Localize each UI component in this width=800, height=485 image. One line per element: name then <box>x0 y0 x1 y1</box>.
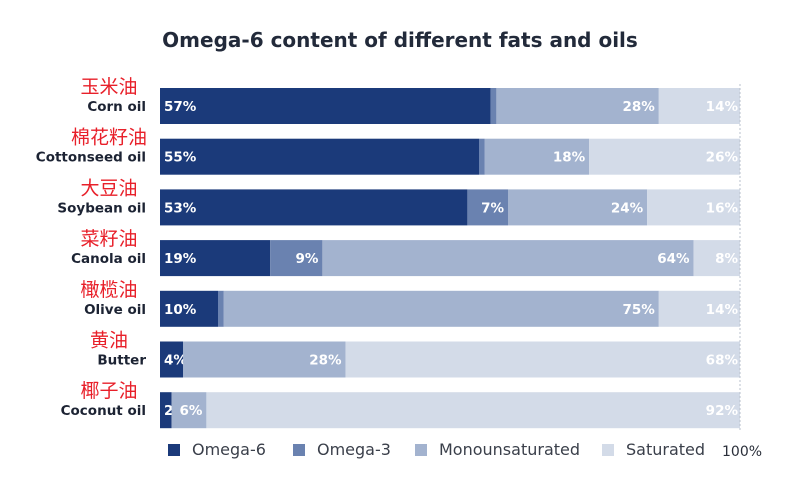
bars-layer: 57%1%28%14%55%1%18%26%53%7%24%16%19%9%64… <box>160 88 740 429</box>
category-label-cn-coconut-oil: 椰子油 <box>80 380 137 402</box>
bar-soybean-oil-monounsaturated <box>508 189 648 226</box>
category-label-cn-olive-oil: 橄榄油 <box>80 279 137 301</box>
bar-coconut-oil-saturated <box>206 392 740 429</box>
bar-olive-oil-omega6 <box>160 290 218 327</box>
bar-label-olive-oil-omega6: 10% <box>164 302 197 318</box>
bar-cottonseed-oil-saturated <box>589 138 740 175</box>
bar-label-olive-oil-saturated: 14% <box>706 302 739 318</box>
category-label-cottonseed-oil: Cottonseed oil <box>36 150 146 166</box>
chart-title: Omega-6 content of different fats and oi… <box>162 28 638 52</box>
bar-label-canola-oil-saturated: 8% <box>715 251 738 267</box>
bar-label-coconut-oil-monounsaturated: 6% <box>179 403 202 419</box>
bar-coconut-oil-omega6 <box>160 392 172 429</box>
bar-cottonseed-oil-omega6 <box>160 138 479 175</box>
bar-label-soybean-oil-omega3: 7% <box>481 200 504 216</box>
bar-soybean-oil-omega6 <box>160 189 468 226</box>
legend: Omega-6 Omega-3 Monounsaturated Saturate… <box>168 440 728 464</box>
bar-corn-oil-monounsaturated <box>496 88 659 124</box>
bar-butter-saturated <box>345 341 740 378</box>
bar-label-soybean-oil-monounsaturated: 24% <box>611 200 644 216</box>
category-label-cn-corn-oil: 玉米油 <box>80 76 137 98</box>
bar-corn-oil-omega6 <box>160 88 491 124</box>
bar-butter-omega6 <box>160 341 184 378</box>
bar-coconut-oil-monounsaturated <box>171 392 207 429</box>
bar-canola-oil-omega6 <box>160 240 271 277</box>
legend-label-monounsaturated: Monounsaturated <box>439 440 581 459</box>
bar-label-corn-oil-omega6: 57% <box>164 99 197 115</box>
bar-label-soybean-oil-omega6: 53% <box>164 200 197 216</box>
category-label-coconut-oil: Coconut oil <box>61 403 146 419</box>
legend-item-monounsaturated: Monounsaturated <box>415 440 580 459</box>
legend-item-omega6: Omega-6 <box>168 440 266 459</box>
bar-canola-oil-monounsaturated <box>322 240 694 277</box>
bar-label-olive-oil-monounsaturated: 75% <box>622 302 655 318</box>
legend-swatch-saturated <box>602 443 614 456</box>
legend-label-saturated: Saturated <box>626 440 706 459</box>
bar-olive-oil-saturated <box>658 290 740 327</box>
bar-label-soybean-oil-saturated: 16% <box>706 200 739 216</box>
bar-label-cottonseed-oil-omega6: 55% <box>164 150 197 166</box>
bar-label-canola-oil-omega3: 9% <box>295 251 318 267</box>
category-label-cn-canola-oil: 菜籽油 <box>80 228 137 250</box>
bar-label-canola-oil-monounsaturated: 64% <box>657 251 690 267</box>
axis-end-label: 100% <box>722 444 763 460</box>
bar-corn-oil-omega3 <box>490 88 497 124</box>
bar-butter-monounsaturated <box>183 341 346 378</box>
bar-label-butter-omega6: 4% <box>164 353 187 369</box>
bar-label-cottonseed-oil-monounsaturated: 18% <box>553 150 586 166</box>
bar-label-corn-oil-monounsaturated: 28% <box>622 99 655 115</box>
bar-label-butter-saturated: 68% <box>706 353 739 369</box>
bar-canola-oil-omega3 <box>270 240 323 277</box>
legend-swatch-omega3 <box>293 443 305 456</box>
legend-label-omega6: Omega-6 <box>192 440 266 459</box>
bar-label-cottonseed-oil-saturated: 26% <box>706 150 739 166</box>
bar-soybean-oil-omega3 <box>467 189 508 226</box>
bar-cottonseed-oil-monounsaturated <box>484 138 590 175</box>
bar-soybean-oil-saturated <box>647 189 740 226</box>
bar-label-butter-monounsaturated: 28% <box>309 353 342 369</box>
bar-cottonseed-oil-omega3 <box>479 138 485 175</box>
legend-label-omega3: Omega-3 <box>317 440 391 459</box>
category-label-cn-soybean-oil: 大豆油 <box>80 177 137 199</box>
category-label-soybean-oil: Soybean oil <box>57 200 146 216</box>
bar-label-canola-oil-omega6: 19% <box>164 251 197 267</box>
legend-item-omega3: Omega-3 <box>293 440 391 459</box>
bar-label-coconut-oil-saturated: 92% <box>706 403 739 419</box>
bar-corn-oil-saturated <box>658 88 740 124</box>
legend-item-saturated: Saturated <box>602 440 705 459</box>
category-label-butter: Butter <box>97 353 146 369</box>
category-label-canola-oil: Canola oil <box>71 251 146 267</box>
category-label-cn-cottonseed-oil: 棉花籽油 <box>71 127 147 149</box>
bar-olive-oil-monounsaturated <box>223 290 659 327</box>
legend-swatch-monounsaturated <box>415 443 427 456</box>
legend-swatch-omega6 <box>168 443 180 456</box>
bar-olive-oil-omega3 <box>218 290 224 327</box>
category-label-cn-butter: 黄油 <box>90 330 128 352</box>
category-label-corn-oil: Corn oil <box>87 99 146 115</box>
bar-canola-oil-saturated <box>693 240 740 277</box>
category-label-olive-oil: Olive oil <box>84 302 146 318</box>
bar-label-corn-oil-saturated: 14% <box>706 99 739 115</box>
